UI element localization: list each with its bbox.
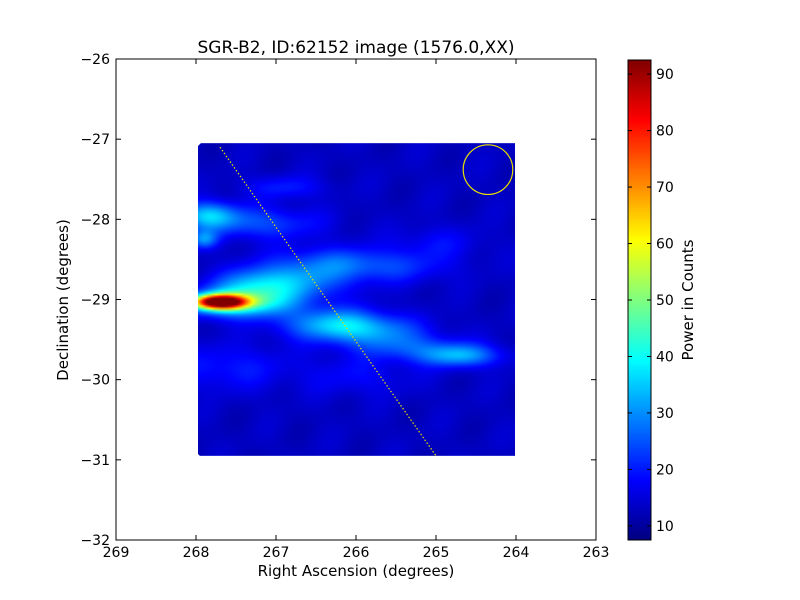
axes-ticks: 269 268 267 266 265 264 263 −26 −27 −28 −29 −30 −31 −… — [80, 52, 609, 561]
x-tick-label: 268 — [183, 545, 210, 561]
y-tick-label: −26 — [80, 52, 110, 68]
colorbar: 10 20 30 40 50 60 70 80 90 — [627, 59, 674, 541]
y-tick-label: −32 — [80, 533, 110, 549]
colorbar-tick-label: 40 — [656, 349, 674, 365]
beam-circle — [462, 144, 514, 196]
x-axis-label: Right Ascension (degrees) — [258, 562, 455, 580]
heatmap-image — [198, 143, 515, 456]
colorbar-tick-label: 50 — [656, 293, 674, 309]
y-tick-label: −30 — [80, 373, 110, 389]
colorbar-label: Power in Counts — [679, 239, 697, 360]
chart-title: SGR-B2, ID:62152 image (1576.0,XX) — [197, 38, 514, 58]
colorbar-tick-label: 80 — [656, 124, 674, 140]
x-tick-label: 267 — [263, 545, 290, 561]
colorbar-tick-label: 10 — [656, 519, 674, 535]
x-tick-label: 269 — [103, 545, 130, 561]
colorbar-tick-label: 60 — [656, 237, 674, 253]
y-tick-label: −27 — [80, 132, 110, 148]
y-axis-label: Declination (degrees) — [54, 219, 72, 381]
colorbar-ticks: 10 20 30 40 50 60 70 80 90 — [628, 67, 674, 535]
overlay-group — [219, 144, 514, 457]
x-tick-label: 263 — [583, 545, 610, 561]
y-tick-label: −28 — [80, 212, 110, 228]
colorbar-tick-label: 30 — [656, 406, 674, 422]
x-tick-label: 265 — [423, 545, 450, 561]
colorbar-tick-label: 70 — [656, 180, 674, 196]
y-tick-label: −31 — [80, 453, 110, 469]
x-tick-label: 266 — [343, 545, 370, 561]
y-tick-label: −29 — [80, 293, 110, 309]
colorbar-tick-label: 90 — [656, 67, 674, 83]
x-tick-label: 264 — [503, 545, 530, 561]
colorbar-tick-label: 20 — [656, 462, 674, 478]
